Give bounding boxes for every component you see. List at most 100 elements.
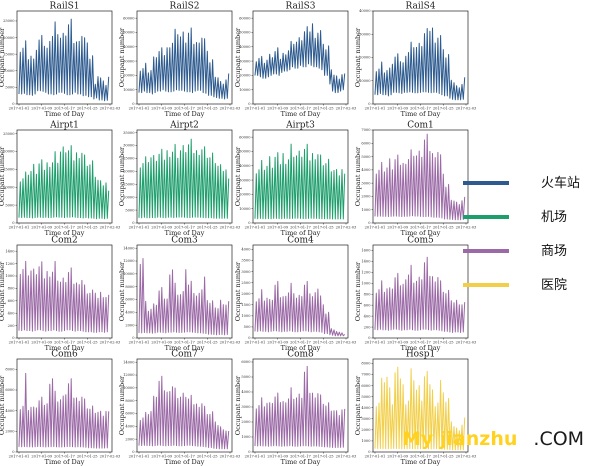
y-tick-label: 2000 bbox=[241, 292, 251, 296]
y-tick-label: 20000 bbox=[239, 74, 251, 78]
x-tick-label: 2017-01-25 bbox=[433, 226, 454, 230]
x-tick-label: 2017-02-03 bbox=[336, 341, 357, 345]
x-tick-label: 2017-01-09 bbox=[267, 341, 288, 345]
y-tick-label: 40000 bbox=[239, 164, 251, 168]
x-tick-label: 2017-01-17 bbox=[290, 107, 311, 111]
x-tick-label: 2017-01-01 bbox=[129, 341, 150, 345]
y-axis-label: Occupant number bbox=[354, 261, 362, 321]
y-tick-label: 0 bbox=[248, 336, 251, 340]
x-tick-label: 2017-01-01 bbox=[365, 107, 386, 111]
x-tick-label: 2017-01-09 bbox=[267, 455, 288, 459]
x-tick-label: 2017-01-25 bbox=[197, 107, 218, 111]
x-tick-label: 2017-01-17 bbox=[410, 226, 431, 230]
x-tick-label: 2017-01-17 bbox=[54, 341, 75, 345]
x-tick-label: 2017-01-09 bbox=[151, 226, 172, 230]
y-tick-label: 4000 bbox=[361, 168, 371, 172]
x-axis-label: Time of Day bbox=[281, 110, 321, 118]
series-line-com6 bbox=[18, 372, 110, 449]
x-tick-label: 2017-02-03 bbox=[336, 455, 357, 459]
y-tick-label: 50000 bbox=[123, 31, 135, 35]
panel-title: RailS4 bbox=[406, 2, 436, 12]
y-tick-label: 1000 bbox=[361, 439, 371, 443]
x-tick-label: 2017-02-03 bbox=[336, 107, 357, 111]
x-tick-label: 2017-01-01 bbox=[9, 226, 30, 230]
y-tick-label: 12000 bbox=[123, 259, 135, 263]
watermark-suffix: .COM bbox=[533, 428, 585, 450]
y-tick-label: 15000 bbox=[3, 52, 15, 56]
y-tick-label: 200 bbox=[364, 325, 372, 329]
series-line-com7 bbox=[138, 375, 230, 450]
y-tick-label: 2000 bbox=[361, 428, 371, 432]
y-tick-label: 25000 bbox=[3, 19, 15, 23]
y-tick-label: 20000 bbox=[359, 56, 371, 60]
y-axis-label: Occupant number bbox=[234, 375, 242, 435]
y-tick-label: 1200 bbox=[5, 262, 15, 266]
legend-swatch bbox=[463, 283, 509, 287]
y-axis-label: Occupant number bbox=[354, 375, 362, 435]
x-tick-label: 2017-01-01 bbox=[9, 455, 30, 459]
y-axis-label: Occupant number bbox=[354, 27, 362, 87]
legend-label: 医院 bbox=[541, 278, 568, 293]
y-tick-label: 30000 bbox=[123, 144, 135, 148]
y-tick-label: 6000 bbox=[361, 384, 371, 388]
y-tick-label: 1600 bbox=[361, 249, 371, 253]
y-tick-label: 0 bbox=[12, 336, 15, 340]
y-tick-label: 40000 bbox=[239, 45, 251, 49]
y-tick-label: 3000 bbox=[241, 405, 251, 409]
panel-title: RailS3 bbox=[286, 2, 316, 12]
y-tick-label: 4000 bbox=[241, 248, 251, 252]
y-tick-label: 0 bbox=[248, 221, 251, 225]
y-tick-label: 30000 bbox=[239, 59, 251, 63]
y-tick-label: 20000 bbox=[3, 150, 15, 154]
x-axis-label: Time of Day bbox=[401, 110, 441, 118]
y-axis-label: Occupant number bbox=[234, 261, 242, 321]
x-tick-label: 2017-02-03 bbox=[100, 226, 121, 230]
x-axis-label: Time of Day bbox=[45, 229, 85, 237]
y-tick-label: 20000 bbox=[123, 74, 135, 78]
x-tick-label: 2017-01-01 bbox=[9, 341, 30, 345]
y-tick-label: 10000 bbox=[123, 88, 135, 92]
y-tick-label: 1500 bbox=[241, 303, 251, 307]
series-line-rails2 bbox=[138, 27, 230, 100]
y-tick-label: 2000 bbox=[125, 323, 135, 327]
y-tick-label: 4000 bbox=[361, 406, 371, 410]
y-tick-label: 60000 bbox=[123, 16, 135, 20]
x-tick-label: 2017-01-25 bbox=[313, 341, 334, 345]
y-tick-label: 200 bbox=[8, 324, 16, 328]
y-tick-label: 10000 bbox=[359, 79, 371, 83]
y-tick-label: 1000 bbox=[361, 208, 371, 212]
y-tick-label: 500 bbox=[244, 325, 252, 329]
y-tick-label: 14000 bbox=[123, 246, 135, 250]
panel-title: Airpt3 bbox=[285, 121, 315, 131]
y-tick-label: 5000 bbox=[5, 203, 15, 207]
x-tick-label: 2017-02-03 bbox=[336, 226, 357, 230]
x-tick-label: 2017-01-01 bbox=[365, 341, 386, 345]
legend: 火车站 机场 商场 医院 bbox=[463, 168, 595, 304]
panel-title: Com3 bbox=[171, 236, 198, 246]
x-tick-label: 2017-01-01 bbox=[245, 341, 266, 345]
x-tick-label: 2017-01-25 bbox=[433, 455, 454, 459]
y-tick-label: 0 bbox=[248, 450, 251, 454]
y-tick-label: 1400 bbox=[5, 249, 15, 253]
x-tick-label: 2017-02-03 bbox=[100, 341, 121, 345]
y-tick-label: 4000 bbox=[125, 425, 135, 429]
series-line-com8 bbox=[254, 365, 346, 448]
x-tick-label: 2017-01-01 bbox=[9, 107, 30, 111]
x-tick-label: 2017-01-01 bbox=[245, 107, 266, 111]
x-tick-label: 2017-01-01 bbox=[245, 455, 266, 459]
y-tick-label: 3500 bbox=[241, 259, 251, 263]
y-tick-label: 14000 bbox=[123, 360, 135, 364]
y-tick-label: 6000 bbox=[5, 388, 15, 392]
y-tick-label: 600 bbox=[364, 303, 372, 307]
x-tick-label: 2017-01-17 bbox=[54, 226, 75, 230]
legend-item-hospital: 医院 bbox=[463, 270, 595, 304]
x-axis-label: Time of Day bbox=[45, 344, 85, 352]
x-tick-label: 2017-01-01 bbox=[365, 226, 386, 230]
panel-title: Com6 bbox=[51, 350, 78, 360]
y-tick-label: 25000 bbox=[3, 132, 15, 136]
y-tick-label: 20000 bbox=[239, 193, 251, 197]
x-tick-label: 2017-02-03 bbox=[456, 226, 477, 230]
series-line-com4 bbox=[254, 280, 346, 337]
y-tick-label: 10000 bbox=[3, 69, 15, 73]
x-tick-label: 2017-01-09 bbox=[31, 226, 52, 230]
